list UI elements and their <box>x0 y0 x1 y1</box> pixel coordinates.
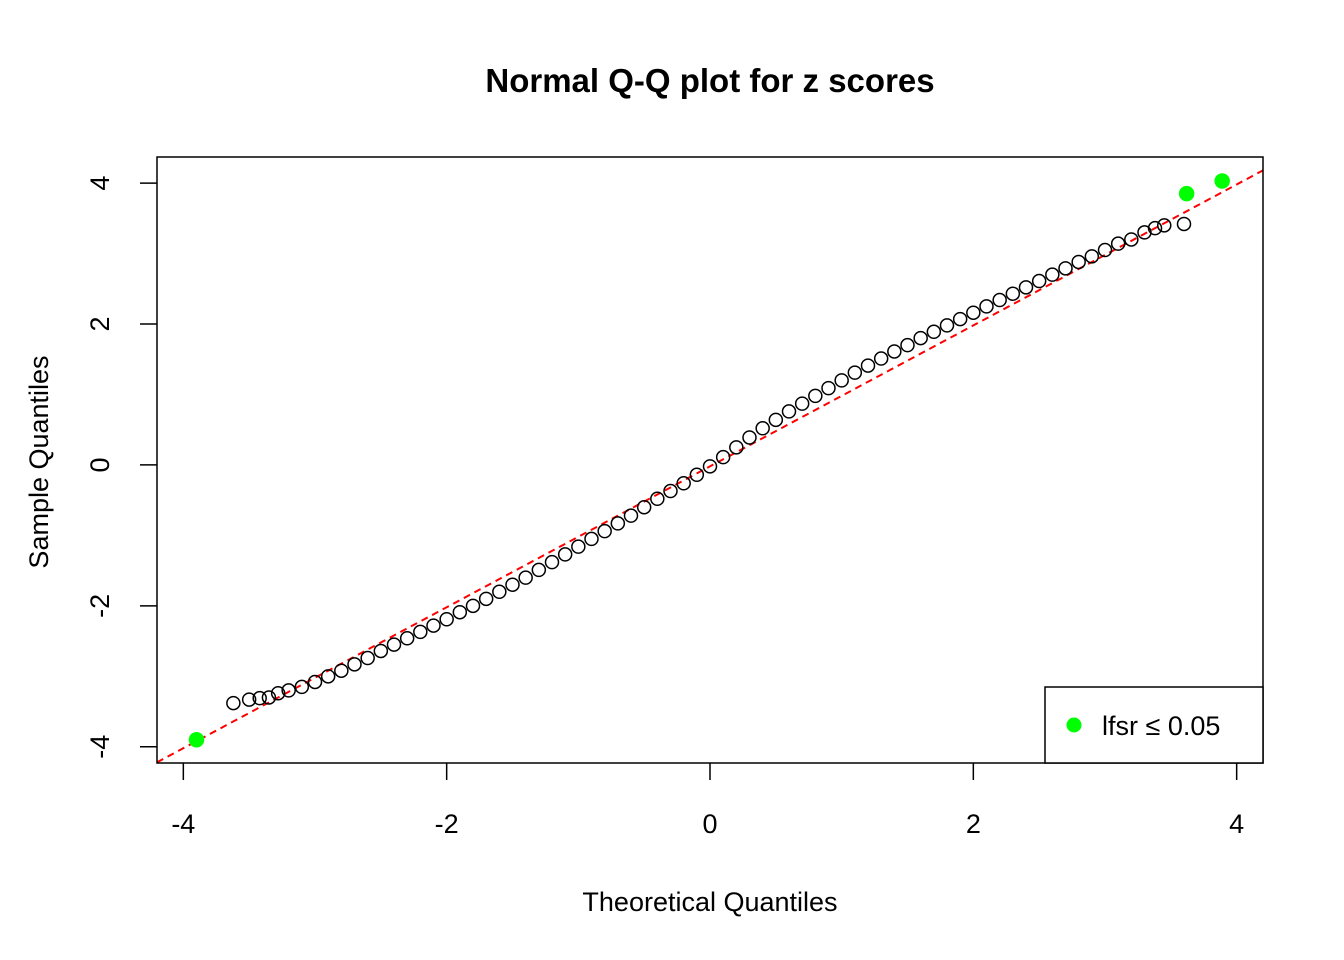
point <box>373 643 389 659</box>
point <box>557 547 573 562</box>
point <box>913 330 928 346</box>
point <box>360 650 375 666</box>
point <box>452 604 468 620</box>
point <box>926 324 942 340</box>
point <box>1176 216 1192 232</box>
point <box>979 299 994 314</box>
point <box>623 508 639 523</box>
x-tick-label: 4 <box>1229 809 1244 839</box>
point <box>663 483 678 499</box>
point <box>715 449 731 465</box>
point <box>834 373 849 388</box>
point <box>1178 185 1195 202</box>
point <box>1005 286 1021 301</box>
point <box>900 337 915 353</box>
point <box>992 292 1007 308</box>
point <box>610 516 626 531</box>
x-tick-label: -4 <box>171 809 195 839</box>
legend-box <box>1044 686 1264 764</box>
point <box>729 440 744 455</box>
point <box>571 539 586 554</box>
point <box>1084 249 1100 264</box>
point <box>252 690 267 706</box>
point <box>847 365 863 380</box>
point <box>281 683 296 698</box>
point <box>1124 232 1139 247</box>
point <box>636 499 652 515</box>
point <box>1045 267 1060 282</box>
x-tick-label: -2 <box>435 809 459 839</box>
point <box>226 695 241 711</box>
y-tick-label: -2 <box>85 594 115 618</box>
legend-marker <box>1066 717 1082 733</box>
plot-frame <box>156 156 1264 764</box>
point <box>689 467 705 483</box>
point <box>294 679 310 695</box>
point <box>676 476 691 491</box>
point <box>1147 220 1163 236</box>
point <box>413 624 428 640</box>
point <box>1110 236 1126 251</box>
point <box>966 305 981 320</box>
point <box>465 598 481 614</box>
point <box>860 358 876 373</box>
point <box>505 577 520 592</box>
point <box>320 669 336 684</box>
point <box>702 459 718 474</box>
point <box>584 531 599 547</box>
point <box>650 491 665 507</box>
point <box>887 344 902 359</box>
point <box>439 612 454 627</box>
point <box>821 380 836 396</box>
x-axis-label: Theoretical Quantiles <box>582 887 837 917</box>
y-tick-label: 2 <box>85 316 115 331</box>
point <box>188 731 205 748</box>
legend-label: lfsr ≤ 0.05 <box>1102 711 1220 741</box>
point <box>952 311 968 327</box>
point <box>261 690 277 705</box>
point <box>742 430 757 445</box>
point <box>1097 242 1113 258</box>
point <box>1031 273 1047 289</box>
x-tick-label: 2 <box>966 809 981 839</box>
y-tick-label: 0 <box>85 457 115 472</box>
point <box>307 674 323 690</box>
chart-title: Normal Q-Q plot for z scores <box>485 62 934 99</box>
point <box>597 523 612 539</box>
point <box>334 663 349 678</box>
point <box>1157 218 1172 233</box>
y-tick-label: -4 <box>85 735 115 759</box>
point <box>1058 261 1073 276</box>
point <box>518 570 533 585</box>
y-axis-label: Sample Quantiles <box>24 355 54 568</box>
point <box>808 388 823 404</box>
point <box>399 631 415 646</box>
point <box>1071 254 1086 270</box>
point <box>426 618 441 633</box>
point <box>270 685 286 701</box>
point <box>347 657 362 672</box>
point <box>768 412 784 428</box>
point <box>478 591 494 607</box>
point <box>1214 173 1230 189</box>
point <box>794 396 810 411</box>
point <box>241 692 257 707</box>
point <box>531 562 547 578</box>
point <box>939 318 955 333</box>
point <box>781 404 797 419</box>
point <box>873 351 889 366</box>
point <box>492 584 507 600</box>
point <box>1018 280 1034 295</box>
point <box>755 421 770 436</box>
y-tick-label: 4 <box>85 176 115 191</box>
point <box>386 637 402 652</box>
point <box>544 554 560 570</box>
x-tick-label: 0 <box>702 809 717 839</box>
